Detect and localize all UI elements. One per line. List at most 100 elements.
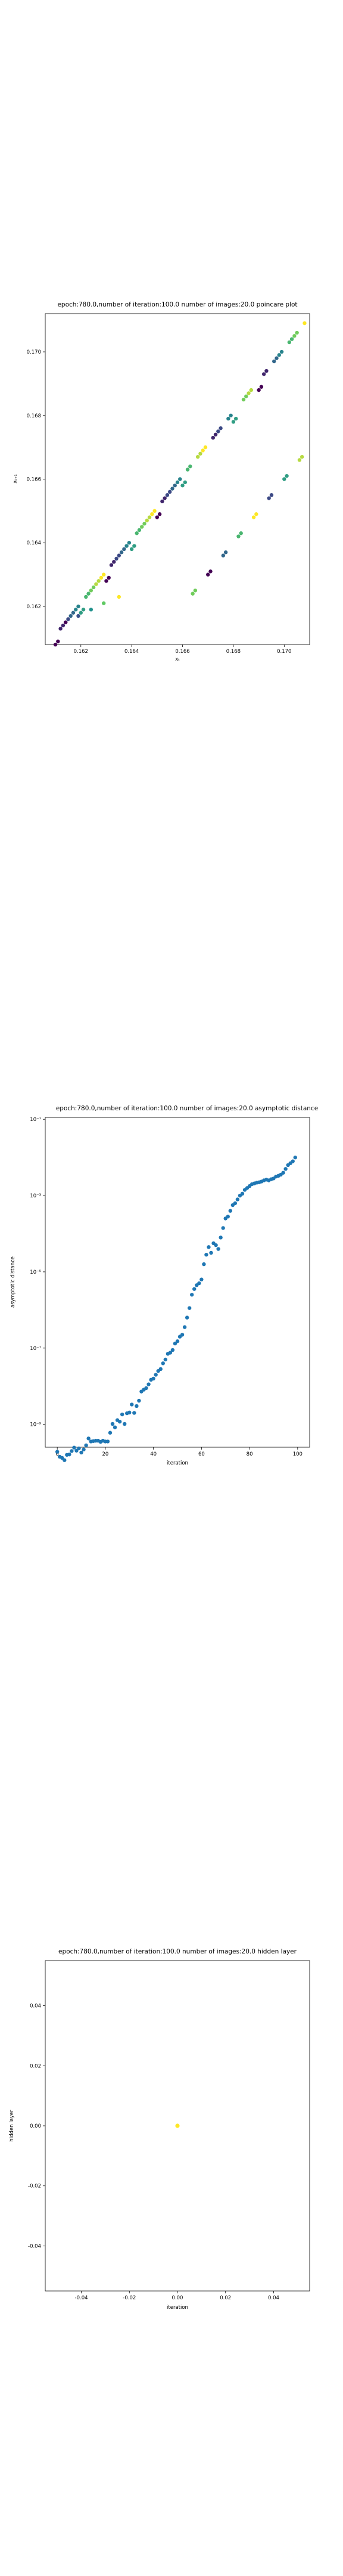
y-tick-label: 0.164 xyxy=(27,540,41,546)
data-point xyxy=(81,608,86,612)
y-tick-label: 0.168 xyxy=(27,413,41,419)
data-point xyxy=(254,512,258,516)
x-tick-label: 0.04 xyxy=(268,2295,279,2301)
y-axis-label: hidden layer xyxy=(9,2110,15,2142)
data-point xyxy=(247,391,251,395)
data-point xyxy=(303,321,307,326)
data-point xyxy=(211,435,215,440)
data-point xyxy=(287,340,292,345)
data-point xyxy=(155,515,160,519)
y-tick-label: 0.02 xyxy=(30,2063,41,2069)
data-point xyxy=(279,349,284,354)
data-point xyxy=(72,1445,76,1450)
data-point xyxy=(202,1262,206,1267)
data-point xyxy=(129,547,134,552)
data-point xyxy=(74,608,78,612)
data-point xyxy=(144,1386,148,1391)
data-point xyxy=(236,534,241,538)
data-point xyxy=(101,601,106,605)
x-tick-label: 40 xyxy=(150,1451,157,1457)
data-point xyxy=(146,1382,151,1386)
data-point xyxy=(267,496,271,500)
data-points xyxy=(55,1155,297,1462)
data-point xyxy=(226,416,230,421)
x-tick-label: 0 xyxy=(55,1451,58,1457)
data-point xyxy=(94,582,98,586)
data-point xyxy=(89,608,93,612)
data-point xyxy=(114,556,119,561)
data-point xyxy=(167,490,172,494)
data-point xyxy=(249,388,254,392)
data-point xyxy=(56,639,60,643)
data-point xyxy=(182,1325,187,1329)
data-point xyxy=(147,515,152,519)
data-point xyxy=(130,1402,134,1407)
data-point xyxy=(281,1171,285,1175)
plot-frame xyxy=(45,1117,310,1448)
x-tick-label: 100 xyxy=(293,1451,303,1457)
data-point xyxy=(152,509,157,513)
data-point xyxy=(140,525,144,529)
data-point xyxy=(175,2123,180,2128)
data-point xyxy=(76,614,80,618)
data-point xyxy=(68,614,73,618)
poincare-plot-chart: epoch:780.0,number of iteration:100.0 nu… xyxy=(13,301,310,662)
data-point xyxy=(77,1446,81,1451)
data-point xyxy=(170,487,174,491)
x-tick-label: 60 xyxy=(198,1451,205,1457)
data-point xyxy=(283,1167,288,1171)
data-point xyxy=(235,1197,240,1202)
data-point xyxy=(67,1452,71,1457)
y-tick-label: 0.162 xyxy=(27,604,41,610)
data-point xyxy=(58,627,63,631)
x-tick-label: 0.162 xyxy=(74,649,88,655)
data-point xyxy=(185,1315,189,1320)
data-point xyxy=(175,1339,180,1343)
data-point xyxy=(66,617,70,621)
data-point xyxy=(165,493,170,497)
data-point xyxy=(117,595,121,599)
data-point xyxy=(158,1367,163,1371)
data-point xyxy=(135,531,139,535)
data-point xyxy=(173,1341,177,1346)
data-point xyxy=(272,359,276,364)
data-point xyxy=(199,1277,204,1281)
data-point xyxy=(197,1281,201,1286)
data-point xyxy=(89,589,93,593)
data-point xyxy=(157,512,162,516)
data-point xyxy=(216,429,220,434)
data-point xyxy=(208,569,213,574)
data-point xyxy=(261,372,266,376)
data-point xyxy=(285,473,289,478)
y-tick-label: 0.166 xyxy=(27,477,41,483)
data-point xyxy=(71,611,76,615)
x-axis: -0.04 -0.02 0.00 0.02 0.04 xyxy=(75,2291,279,2301)
data-point xyxy=(86,1436,91,1441)
data-point xyxy=(259,385,264,389)
data-point xyxy=(185,467,190,472)
data-point xyxy=(289,337,294,341)
data-point xyxy=(251,515,256,519)
y-tick-label: 10⁻⁵ xyxy=(30,1270,41,1275)
data-point xyxy=(241,397,246,402)
data-point xyxy=(219,426,223,431)
data-point xyxy=(180,483,185,488)
y-axis: 0.162 0.164 0.166 0.168 0.170 xyxy=(27,349,45,610)
data-point xyxy=(60,1456,64,1460)
x-tick-label: 20 xyxy=(102,1451,108,1457)
data-point xyxy=(229,413,233,417)
y-tick-label: 10⁻¹ xyxy=(30,1117,41,1123)
data-point xyxy=(244,394,248,398)
data-point xyxy=(291,1159,295,1163)
data-point xyxy=(300,454,304,459)
x-tick-label: 0.02 xyxy=(220,2295,231,2301)
data-point xyxy=(99,575,104,580)
data-point xyxy=(180,1333,185,1337)
data-point xyxy=(203,445,208,450)
chart-title: epoch:780.0,number of iteration:100.0 nu… xyxy=(57,301,297,308)
data-point xyxy=(61,623,66,628)
data-point xyxy=(297,458,302,462)
data-point xyxy=(70,1449,74,1453)
data-point xyxy=(127,541,132,545)
data-point xyxy=(231,420,236,424)
